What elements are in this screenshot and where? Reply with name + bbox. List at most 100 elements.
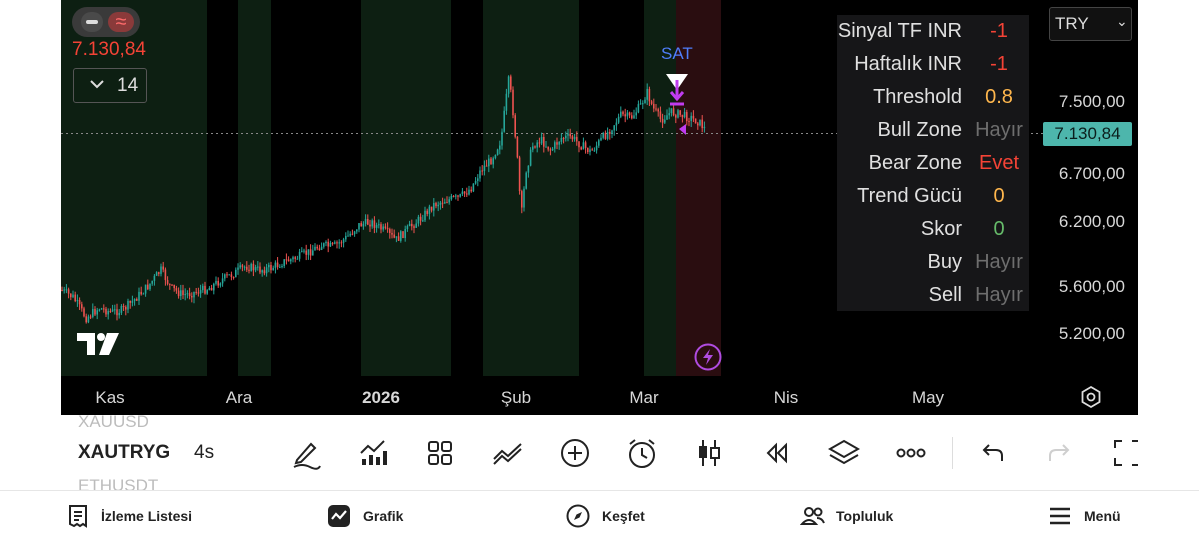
- toolbar-divider: [952, 437, 953, 469]
- candle-body: [63, 289, 65, 291]
- candle-body: [215, 280, 217, 284]
- wave-icon[interactable]: ≈: [108, 12, 134, 32]
- info-label: Threshold: [873, 86, 962, 108]
- candle-body: [457, 195, 459, 197]
- draw-pen-icon[interactable]: [288, 435, 324, 471]
- info-row: Haftalık INR -1: [837, 48, 1029, 81]
- info-row: Buy Hayır: [837, 246, 1029, 279]
- candle-body: [404, 229, 406, 239]
- candle-body: [397, 236, 400, 241]
- currency-value: TRY: [1055, 14, 1089, 33]
- time-axis-label: Mar: [629, 388, 659, 407]
- candle-body: [558, 141, 560, 145]
- candle-body: [402, 231, 404, 239]
- symbol-current[interactable]: XAUTRYG: [78, 442, 171, 463]
- candle-body: [285, 259, 288, 261]
- candle-body: [356, 229, 358, 232]
- candle-body: [184, 294, 186, 296]
- candle-body: [274, 262, 277, 268]
- candle-body: [367, 219, 369, 225]
- alert-clock-icon[interactable]: [624, 435, 660, 471]
- candle-body: [217, 280, 219, 286]
- candle-body: [265, 267, 268, 274]
- settings-gear-icon[interactable]: [1079, 385, 1103, 409]
- candles-icon[interactable]: [691, 435, 727, 471]
- candle-body: [591, 149, 593, 151]
- indicators-icon[interactable]: [355, 435, 391, 471]
- bars-back-selector[interactable]: 14: [73, 68, 147, 103]
- fullscreen-icon[interactable]: [1109, 435, 1138, 471]
- candle-body: [373, 220, 376, 228]
- info-value: Hayır: [975, 251, 1023, 273]
- price-axis-label: 6.700,00: [1058, 164, 1125, 183]
- info-value: 0: [993, 218, 1005, 240]
- candle-body: [483, 165, 486, 172]
- currency-selector[interactable]: TRY ⌄: [1049, 7, 1132, 41]
- candle-body: [492, 158, 494, 165]
- symbol-prev[interactable]: XAUUSD: [78, 415, 149, 431]
- candle-body: [336, 242, 338, 244]
- candle-body: [129, 300, 131, 303]
- candle-body: [144, 284, 147, 294]
- nav-label: Keşfet: [602, 508, 645, 524]
- candle-body: [136, 299, 138, 301]
- candle-body: [395, 236, 398, 238]
- candle-body: [353, 231, 356, 235]
- candle-body: [477, 178, 479, 181]
- candle-body: [551, 148, 554, 151]
- candle-body: [620, 111, 622, 117]
- candle-body: [527, 165, 530, 173]
- candle-body: [85, 316, 87, 323]
- candle-body: [384, 226, 387, 229]
- candle-body: [686, 112, 688, 122]
- candle-body: [419, 216, 422, 221]
- candle-body: [624, 114, 626, 117]
- candle-body: [587, 147, 589, 153]
- candle-body: [545, 146, 547, 148]
- candle-body: [529, 149, 532, 166]
- candle-body: [598, 140, 600, 146]
- replay-icon[interactable]: [758, 435, 794, 471]
- candle-body: [589, 149, 591, 153]
- symbol-next[interactable]: ETHUSDT: [78, 476, 159, 490]
- candle-body: [672, 108, 675, 116]
- candle-body: [444, 202, 446, 204]
- compare-icon[interactable]: [490, 435, 526, 471]
- candle-body: [226, 274, 228, 276]
- candle-body: [668, 113, 670, 116]
- chart-area[interactable]: ≈ 7.130,84 14 SAT Sinyal TF INR -1 Haftalı…: [61, 0, 1138, 415]
- candle-body: [540, 136, 543, 144]
- templates-grid-icon[interactable]: [422, 435, 458, 471]
- undo-icon[interactable]: [974, 435, 1010, 471]
- interval-selector[interactable]: 4s: [194, 442, 215, 463]
- candle-body: [406, 226, 409, 230]
- info-label: Buy: [927, 251, 962, 273]
- info-label: Sell: [928, 284, 962, 306]
- minus-icon[interactable]: [81, 12, 103, 32]
- candle-body: [538, 142, 541, 144]
- candle-body: [688, 121, 690, 123]
- candle-body: [499, 145, 501, 150]
- candle-body: [556, 142, 558, 145]
- time-axis-label: Nis: [773, 388, 799, 407]
- price-chart[interactable]: [61, 0, 1138, 415]
- more-icon[interactable]: [893, 435, 929, 471]
- candle-body: [191, 296, 193, 298]
- candle-body: [89, 316, 92, 318]
- redo-icon[interactable]: [1042, 435, 1078, 471]
- candle-body: [593, 150, 596, 152]
- candle-body: [237, 267, 239, 270]
- candle-body: [331, 242, 334, 244]
- candle-body: [466, 193, 468, 195]
- layers-icon[interactable]: [826, 435, 862, 471]
- candle-body: [118, 312, 120, 316]
- chart-mode-toggle[interactable]: ≈: [72, 7, 140, 37]
- candle-body: [426, 210, 428, 214]
- candle-body: [195, 291, 197, 293]
- candle-body: [114, 309, 116, 311]
- candle-body: [648, 88, 651, 102]
- lightning-icon[interactable]: [694, 343, 722, 371]
- candle-body: [94, 308, 96, 315]
- candle-body: [228, 274, 230, 276]
- add-icon[interactable]: [557, 435, 593, 471]
